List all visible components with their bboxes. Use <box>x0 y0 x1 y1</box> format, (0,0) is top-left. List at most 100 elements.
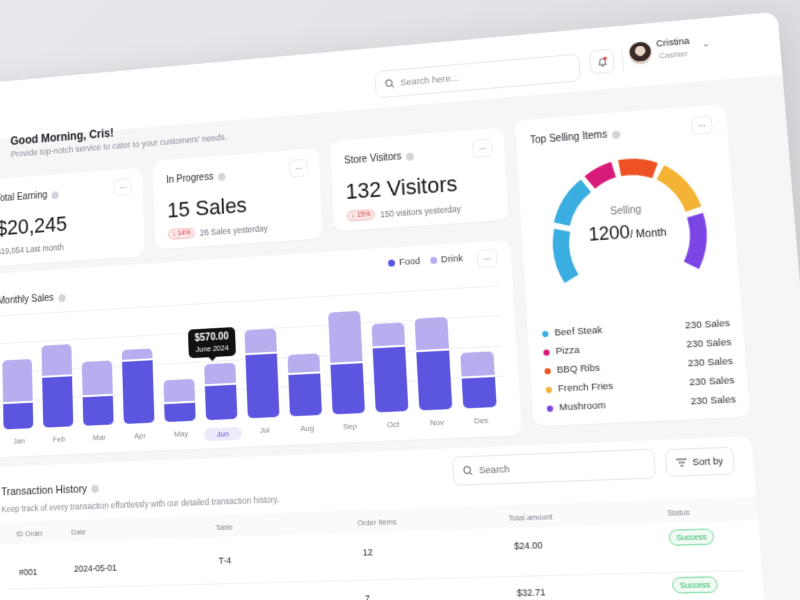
col-order-items: Order Items <box>357 517 397 528</box>
top-selling-more-button[interactable]: ··· <box>690 115 713 136</box>
x-label-jan[interactable]: Jan <box>13 436 26 446</box>
cell-items: 7 <box>364 593 371 600</box>
bar-feb[interactable] <box>41 344 74 428</box>
bar-segment-drink <box>287 353 321 373</box>
bar-may[interactable] <box>163 378 196 423</box>
earning-more-button[interactable]: ··· <box>113 178 132 197</box>
top-selling-item: BBQ Ribs 230 Sales <box>544 356 733 376</box>
bar-segment-food <box>164 400 196 423</box>
x-label-apr[interactable]: Apr <box>134 430 146 441</box>
item-name: BBQ Ribs <box>556 362 601 376</box>
info-icon <box>612 129 621 139</box>
change-badge: ↓ 14% <box>167 227 196 240</box>
bar-segment-food <box>288 370 322 417</box>
earning-sub: $19,054 Last month <box>0 242 64 257</box>
col-total-amount: Total amount <box>508 511 553 523</box>
top-selling-item: Beef Steak 230 Sales <box>542 318 730 339</box>
cell-items: 12 <box>362 547 373 558</box>
transaction-subtitle: Keep track of every transaction effortle… <box>1 494 280 515</box>
legend-drink: Drink <box>429 253 463 266</box>
x-label-des[interactable]: Des <box>473 415 489 426</box>
visitors-sub: ↓ 15% 150 visitors yesterday <box>346 203 462 222</box>
bar-segment-drink <box>163 378 196 403</box>
monthly-sales-title: Monthly Sales <box>0 292 66 307</box>
x-label-may[interactable]: May <box>173 429 189 439</box>
in-progress-more-button[interactable]: ··· <box>288 158 309 178</box>
bar-mar[interactable] <box>81 360 114 426</box>
bar-segment-food <box>122 358 155 424</box>
earning-title: Total Earning <box>0 189 60 204</box>
visitors-more-button[interactable]: ··· <box>472 138 493 158</box>
bar-jun[interactable] <box>204 362 238 421</box>
x-label-sep[interactable]: Sep <box>342 421 358 432</box>
bar-jan[interactable] <box>2 358 34 430</box>
x-label-aug[interactable]: Aug <box>299 423 315 434</box>
bar-sep[interactable] <box>328 310 365 415</box>
gridline <box>0 285 499 317</box>
top-selling-card: Top Selling Items ··· Selling 1200/ M <box>514 103 751 427</box>
col-table: Table <box>215 522 233 533</box>
transaction-search-input[interactable]: Search <box>451 448 657 486</box>
bar-apr[interactable] <box>121 348 155 424</box>
in-progress-sub: ↓ 14% 26 Sales yesterday <box>167 222 268 240</box>
bar-des[interactable] <box>460 350 497 409</box>
screen: Good Morning, Cris! Provide top-notch se… <box>0 11 800 600</box>
notification-button[interactable] <box>589 48 615 75</box>
bell-icon <box>596 55 608 67</box>
top-selling-item: Pizza 230 Sales <box>543 337 732 357</box>
filter-icon <box>676 458 687 467</box>
bar-segment-drink <box>41 344 73 377</box>
x-label-jun[interactable]: Jun <box>203 426 242 442</box>
status-badge: Success <box>671 576 719 594</box>
item-sales: 230 Sales <box>684 317 731 332</box>
bar-segment-food <box>82 393 114 426</box>
legend-food: Food <box>388 256 421 269</box>
x-label-mar[interactable]: Mar <box>92 432 106 443</box>
item-name: Beef Steak <box>554 324 603 339</box>
col-id-order: ID Order <box>16 528 43 539</box>
bar-nov[interactable] <box>414 316 453 411</box>
col-date: Date <box>71 527 87 537</box>
bar-segment-drink <box>371 322 405 347</box>
transaction-title: Transaction History <box>1 483 100 498</box>
item-sales: 230 Sales <box>690 393 737 408</box>
status-badge: Success <box>668 528 715 546</box>
cell-table: T-4 <box>218 555 232 566</box>
chart-tooltip: $570.00 June 2024 <box>187 327 237 359</box>
bar-jul[interactable] <box>244 328 280 419</box>
bar-segment-food <box>330 360 365 415</box>
bar-aug[interactable] <box>287 353 322 417</box>
chevron-down-icon[interactable]: ⌄ <box>701 37 711 49</box>
x-label-nov[interactable]: Nov <box>429 417 445 428</box>
top-selling-list: Beef Steak 230 Sales Pizza 230 Sales BBQ Rib… <box>542 318 737 422</box>
info-icon <box>51 190 60 199</box>
bar-segment-drink <box>460 350 495 377</box>
bar-oct[interactable] <box>371 322 409 413</box>
top-selling-item: Mushroom 230 Sales <box>546 394 736 414</box>
x-label-jul[interactable]: Jul <box>259 425 270 435</box>
info-icon <box>406 151 415 161</box>
in-progress-title: In Progress <box>166 171 226 186</box>
bar-segment-drink <box>81 360 113 396</box>
in-progress-card: In Progress ··· 15 Sales ↓ 14% 26 Sales … <box>152 148 323 250</box>
cell-id: #001 <box>18 566 38 578</box>
cell-total: $32.71 <box>516 586 546 599</box>
color-dot <box>543 349 550 356</box>
info-icon <box>217 172 226 181</box>
color-dot <box>545 386 553 394</box>
bar-segment-food <box>42 374 74 428</box>
top-selling-item: French Fries 230 Sales <box>545 375 735 395</box>
in-progress-value: 15 Sales <box>166 192 248 223</box>
top-selling-title: Top Selling Items <box>530 128 621 146</box>
x-label-feb[interactable]: Feb <box>52 434 66 444</box>
chart-legend: Food Drink <box>388 253 463 269</box>
sort-by-button[interactable]: Sort by <box>664 446 736 478</box>
x-label-oct[interactable]: Oct <box>386 419 400 430</box>
color-dot <box>546 405 554 412</box>
earning-card: Total Earning ··· $20,245 $19,054 Last m… <box>0 167 145 267</box>
visitors-card: Store Visitors ··· 132 Visitors ↓ 15% 15… <box>329 127 509 232</box>
monthly-sales-more-button[interactable]: ··· <box>476 248 498 269</box>
bar-segment-drink <box>328 310 363 363</box>
search-icon <box>385 78 395 89</box>
item-name: Pizza <box>555 344 580 358</box>
